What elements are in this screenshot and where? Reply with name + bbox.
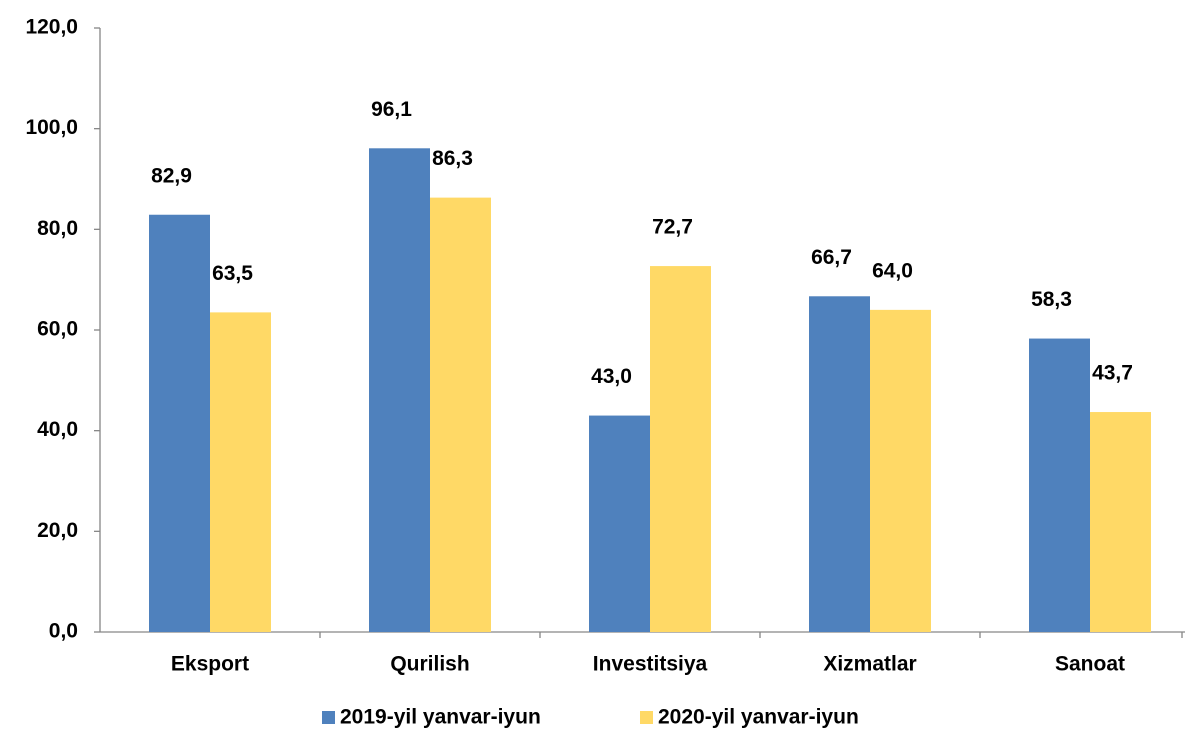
y-tick-label: 60,0	[37, 318, 78, 341]
legend-swatch	[640, 711, 653, 724]
data-label: 43,7	[1092, 362, 1133, 385]
data-label: 82,9	[151, 164, 192, 187]
legend-label: 2019-yil yanvar-iyun	[340, 706, 541, 729]
x-tick-label: Investitsiya	[593, 653, 708, 676]
y-tick-label: 0,0	[49, 620, 78, 643]
data-label: 96,1	[371, 98, 412, 121]
data-label: 64,0	[872, 259, 913, 282]
y-tick-label: 40,0	[37, 418, 78, 441]
bar	[430, 197, 491, 632]
bar	[650, 266, 711, 632]
x-tick-label: Eksport	[171, 653, 249, 676]
bar	[809, 296, 870, 632]
bar	[210, 312, 271, 632]
legend-label: 2020-yil yanvar-iyun	[658, 706, 859, 729]
data-label: 86,3	[432, 147, 473, 170]
bar	[369, 148, 430, 632]
y-tick-label: 20,0	[37, 519, 78, 542]
bar	[1090, 412, 1151, 632]
bar	[589, 415, 650, 632]
data-label: 63,5	[212, 262, 253, 285]
y-tick-label: 100,0	[25, 116, 78, 139]
data-label: 66,7	[811, 246, 852, 269]
data-label: 58,3	[1031, 288, 1072, 311]
data-label: 43,0	[591, 365, 632, 388]
x-tick-label: Xizmatlar	[823, 653, 916, 676]
y-tick-label: 80,0	[37, 217, 78, 240]
legend-swatch	[322, 711, 335, 724]
bar	[149, 214, 210, 632]
bar	[1029, 338, 1090, 632]
bar	[870, 309, 931, 632]
y-tick-label: 120,0	[25, 16, 78, 39]
x-tick-label: Sanoat	[1055, 653, 1125, 676]
x-tick-label: Qurilish	[390, 653, 469, 676]
data-label: 72,7	[652, 216, 693, 239]
